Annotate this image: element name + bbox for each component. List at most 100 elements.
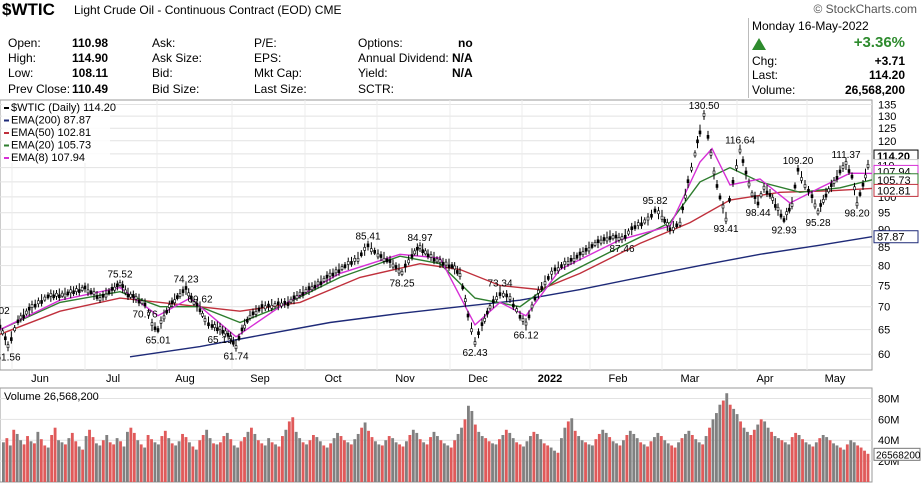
volume-bar — [529, 436, 532, 482]
volume-bar — [422, 442, 426, 482]
price-annotation: 84.97 — [407, 233, 432, 244]
volume-bar — [308, 440, 312, 482]
month-tick-label: Jun — [31, 373, 49, 385]
price-candle — [95, 295, 99, 299]
price-candle — [453, 265, 456, 270]
volume-bar — [315, 437, 319, 482]
volume-bar — [188, 442, 191, 482]
volume-bar — [601, 429, 605, 482]
volume-bar — [828, 440, 832, 482]
price-candle — [712, 170, 716, 175]
volume-bar — [122, 446, 126, 482]
price-tick-label: 120 — [878, 136, 896, 148]
price-candle — [853, 186, 856, 191]
volume-bar — [108, 442, 112, 482]
price-candle — [569, 257, 573, 262]
price-candle — [581, 251, 585, 255]
price-candle — [22, 314, 25, 319]
volume-bar — [504, 429, 508, 482]
price-annotation: 7.02 — [0, 306, 10, 317]
price-candle — [173, 299, 176, 304]
price-annotation: 65.15 — [207, 335, 232, 346]
price-candle — [27, 306, 31, 311]
price-candle — [444, 261, 448, 266]
price-candle — [353, 257, 357, 262]
volume-bar — [670, 445, 674, 482]
volume-bar — [584, 442, 587, 482]
price-candle — [827, 188, 830, 193]
price-candle — [343, 264, 347, 268]
volume-bar — [480, 436, 484, 482]
price-candle — [113, 286, 116, 291]
price-candle — [666, 222, 669, 226]
volume-bar — [215, 444, 219, 482]
volume-bar — [301, 442, 305, 482]
price-candle — [237, 336, 241, 340]
volume-bar — [794, 432, 798, 482]
price-candle — [438, 259, 442, 263]
volume-bar — [553, 450, 556, 482]
price-candle — [488, 305, 492, 310]
volume-bar — [446, 445, 450, 482]
volume-bar — [356, 433, 360, 482]
price-candle — [605, 237, 609, 242]
price-candle — [267, 303, 270, 308]
volume-bar — [81, 449, 85, 482]
price-candle — [643, 219, 647, 224]
volume-bar — [91, 437, 95, 482]
price-candle — [461, 285, 464, 290]
price-flag-label: 87.87 — [877, 232, 905, 244]
volume-bar — [442, 443, 446, 482]
volume-bar — [804, 442, 808, 482]
volume-bar — [780, 440, 784, 482]
price-candle — [243, 324, 246, 329]
volume-bar — [267, 438, 271, 482]
price-flag-label: 102.81 — [877, 185, 911, 197]
price-candle — [391, 263, 395, 268]
volume-bar — [411, 429, 415, 482]
price-candle — [572, 257, 576, 262]
field-label: Volume: — [752, 83, 796, 97]
volume-bar — [622, 440, 625, 482]
price-candle — [156, 328, 160, 332]
price-candle — [418, 245, 422, 249]
price-candle — [360, 252, 363, 257]
price-candle — [627, 230, 630, 235]
volume-bar — [718, 404, 722, 482]
price-candle — [861, 182, 865, 187]
volume-bar — [849, 440, 853, 482]
price-candle — [385, 258, 389, 263]
volume-tick-label: 80M — [878, 393, 899, 405]
price-candle — [640, 222, 643, 227]
volume-bar — [477, 431, 481, 482]
volume-bar — [136, 440, 140, 482]
price-candle — [524, 321, 528, 326]
stockcharts-logo: © StockCharts.com — [813, 2, 917, 16]
volume-bar — [859, 447, 863, 482]
volume-bar — [53, 427, 57, 482]
volume-bar — [656, 432, 660, 482]
price-candle — [310, 286, 314, 291]
price-candle — [404, 263, 407, 268]
volume-bar — [229, 439, 233, 482]
volume-bar — [398, 444, 401, 482]
volume-bar — [546, 445, 550, 482]
price-candle — [698, 130, 702, 135]
price-candle — [505, 293, 508, 298]
volume-bar — [174, 445, 178, 482]
price-candle — [744, 170, 748, 175]
volume-bar — [33, 443, 36, 482]
volume-bar — [46, 447, 50, 482]
volume-bar — [625, 435, 629, 482]
price-candle — [407, 259, 410, 264]
field-label: Yield: — [358, 66, 388, 80]
volume-bar — [353, 439, 357, 482]
price-candle — [426, 253, 430, 258]
price-candle — [129, 293, 132, 298]
volume-bar — [839, 447, 842, 482]
price-candle — [785, 211, 788, 216]
volume-bar — [246, 431, 250, 482]
price-candle — [124, 289, 127, 294]
volume-bar — [146, 435, 150, 482]
volume-bar — [766, 427, 770, 482]
